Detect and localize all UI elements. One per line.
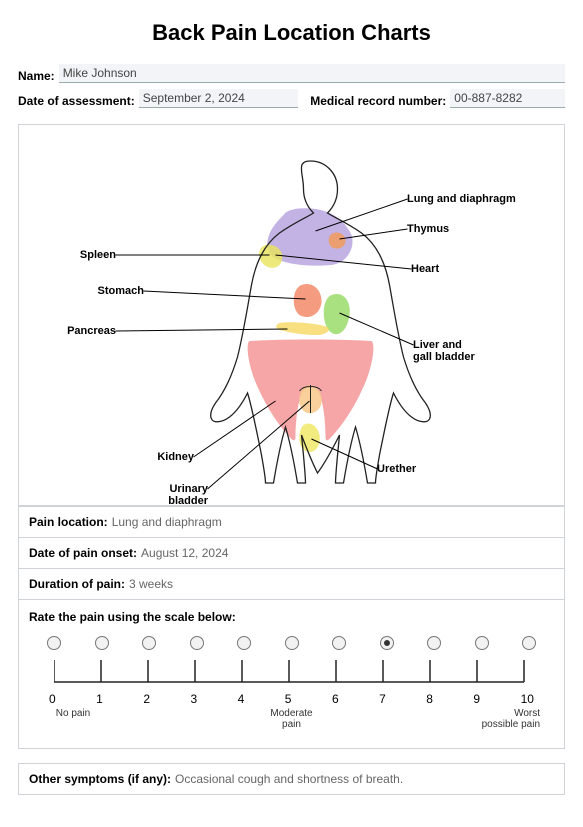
pain-scale-radio-9[interactable]: [475, 636, 489, 650]
pain-location-value[interactable]: Lung and diaphragm: [112, 515, 222, 529]
pain-scale-radio-6[interactable]: [332, 636, 346, 650]
pain-scale-radio-1[interactable]: [95, 636, 109, 650]
other-symptoms-row: Other symptoms (if any): Occasional coug…: [18, 763, 565, 795]
pain-scale-radio-10[interactable]: [522, 636, 536, 650]
pain-scale-number: 6: [332, 692, 339, 706]
other-symptoms-value[interactable]: Occasional cough and shortness of breath…: [175, 772, 403, 786]
pain-scale-radio-8[interactable]: [427, 636, 441, 650]
name-value[interactable]: Mike Johnson: [59, 64, 565, 83]
pain-onset-row: Date of pain onset: August 12, 2024: [18, 538, 565, 569]
pain-scale-number: 5: [285, 692, 292, 706]
pain-scale-radio-7[interactable]: [380, 636, 394, 650]
date-value[interactable]: September 2, 2024: [139, 89, 299, 108]
region-stomach: [294, 284, 322, 317]
pain-scale-radio-0[interactable]: [47, 636, 61, 650]
pain-scale-radio-4[interactable]: [237, 636, 251, 650]
name-label: Name:: [18, 69, 55, 83]
pain-scale-axis: [54, 654, 529, 690]
pain-scale-number: 10: [521, 692, 534, 706]
scale-label-high: Worst possible pain: [480, 708, 540, 730]
scale-label-mid: Moderate pain: [262, 708, 322, 730]
pain-duration-value[interactable]: 3 weeks: [129, 577, 173, 591]
pain-location-label: Pain location:: [29, 515, 108, 529]
pain-scale-number: 2: [143, 692, 150, 706]
body-diagram: [27, 135, 556, 495]
pain-duration-row: Duration of pain: 3 weeks: [18, 569, 565, 600]
pain-onset-value[interactable]: August 12, 2024: [141, 546, 228, 560]
pain-scale-number: 0: [49, 692, 56, 706]
pain-scale-radio-3[interactable]: [190, 636, 204, 650]
body-outline: [211, 161, 431, 483]
scale-label-low: No pain: [43, 708, 103, 730]
page-title: Back Pain Location Charts: [18, 20, 565, 46]
pain-scale-number: 9: [473, 692, 480, 706]
pain-scale-box: Rate the pain using the scale below: 0 1 2…: [18, 600, 565, 749]
pain-scale-number: 3: [190, 692, 197, 706]
mrn-value[interactable]: 00-887-8282: [450, 89, 565, 108]
mrn-label: Medical record number:: [310, 94, 446, 108]
pain-location-row: Pain location: Lung and diaphragm: [18, 506, 565, 538]
pain-scale-number: 7: [379, 692, 386, 706]
pain-scale-number: 8: [426, 692, 433, 706]
other-symptoms-label: Other symptoms (if any):: [29, 772, 171, 786]
pain-duration-label: Duration of pain:: [29, 577, 125, 591]
pain-scale-radio-5[interactable]: [285, 636, 299, 650]
pain-scale-title: Rate the pain using the scale below:: [29, 610, 554, 624]
pain-scale-number: 1: [96, 692, 103, 706]
pain-scale-number: 4: [238, 692, 245, 706]
pain-onset-label: Date of pain onset:: [29, 546, 137, 560]
pain-scale-radio-2[interactable]: [142, 636, 156, 650]
date-label: Date of assessment:: [18, 94, 135, 108]
diagram-box: Lung and diaphragmThymusHeartLiver andga…: [18, 124, 565, 506]
